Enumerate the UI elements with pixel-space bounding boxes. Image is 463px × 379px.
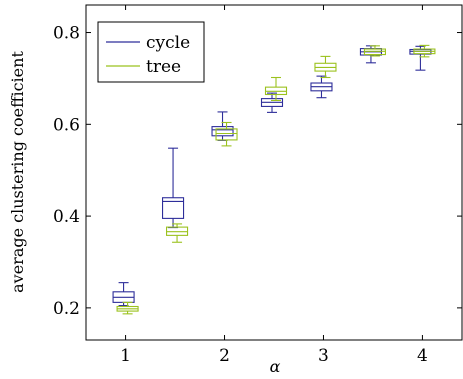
x-tick-label-2: 3 — [318, 346, 329, 366]
plot-marks — [112, 44, 436, 315]
tree-box-4 — [314, 55, 337, 79]
x-tick-label-3: 4 — [417, 346, 428, 366]
y-tick-label-2: 0.6 — [53, 115, 80, 135]
cycle-iqr-box — [162, 197, 185, 219]
cycle-box-4 — [310, 75, 333, 99]
x-axis-label: α — [270, 357, 281, 376]
plot-frame — [85, 4, 463, 341]
cycle-box-2 — [211, 111, 234, 141]
legend-box — [97, 21, 205, 83]
axes: 1 2 3 4 0.2 0.4 0.6 0.8 — [53, 4, 463, 366]
cycle-box-6 — [409, 45, 432, 71]
legend: cycle tree — [97, 21, 205, 83]
x-tick-label-1: 2 — [219, 346, 230, 366]
cycle-box-3 — [260, 92, 284, 113]
tree-box-2 — [215, 121, 238, 147]
tree-box-0 — [116, 301, 139, 315]
y-axis-label: average clustering coefficient — [8, 51, 27, 293]
tree-box-5 — [363, 45, 386, 57]
y-tick-label-1: 0.4 — [53, 207, 80, 227]
tree-box-3 — [264, 76, 288, 102]
x-tick-label-0: 1 — [120, 346, 131, 366]
tree-box-1 — [166, 223, 189, 243]
y-tick-label-3: 0.8 — [53, 24, 80, 44]
series-cycle — [112, 45, 432, 307]
legend-label-cycle: cycle — [146, 33, 190, 53]
tree-box-6 — [413, 44, 436, 58]
tree-iqr-box — [215, 128, 238, 141]
series-tree — [116, 44, 436, 315]
legend-label-tree: tree — [146, 57, 181, 77]
cycle-box-1 — [162, 147, 185, 229]
cycle-iqr-box — [211, 126, 234, 137]
y-tick-label-0: 0.2 — [53, 299, 80, 319]
